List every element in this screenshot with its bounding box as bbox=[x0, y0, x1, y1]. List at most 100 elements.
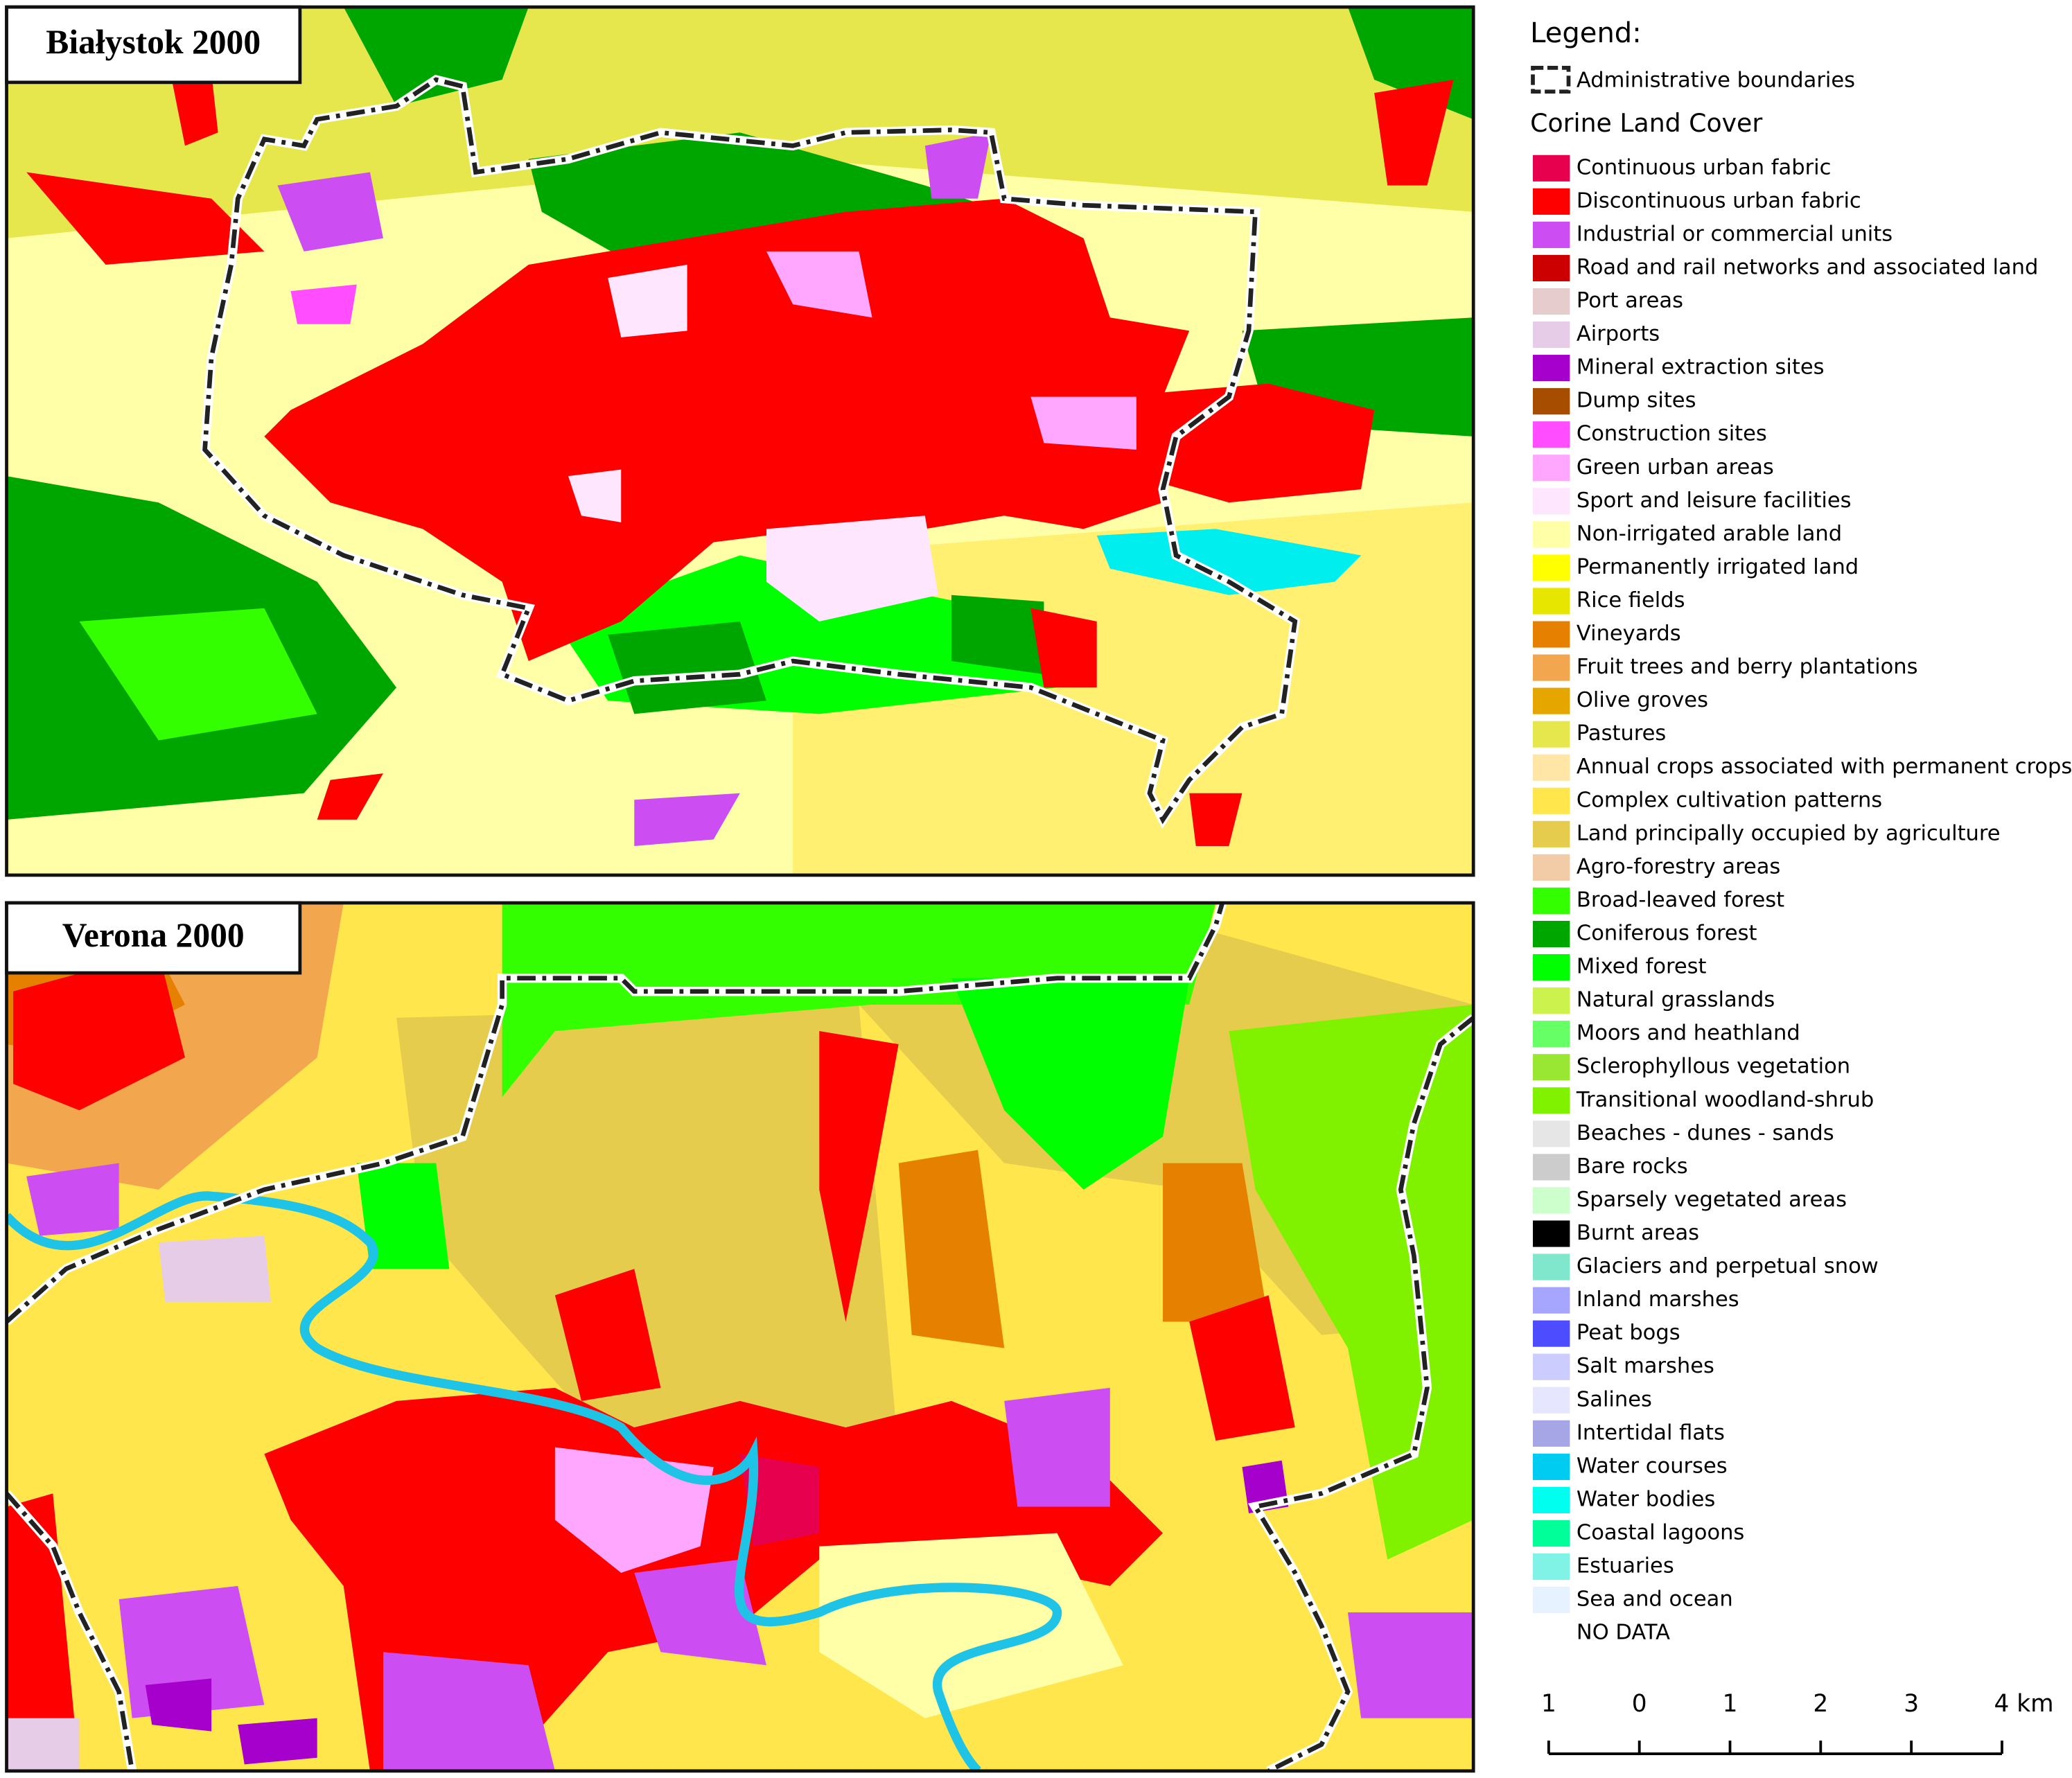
legend-swatch bbox=[1532, 1387, 1570, 1414]
legend-swatch bbox=[1532, 321, 1570, 349]
map-frame bbox=[5, 901, 1475, 1773]
legend-label: Sport and leisure facilities bbox=[1577, 488, 1852, 513]
legend-swatch bbox=[1532, 1154, 1570, 1181]
legend-label: Road and rail networks and associated la… bbox=[1577, 255, 2038, 279]
scale-label: 3 bbox=[1904, 1690, 1919, 1718]
legend-items: Continuous urban fabric Discontinuous urb… bbox=[1532, 155, 2072, 1647]
legend-label: Construction sites bbox=[1577, 422, 1767, 446]
legend-label: Water courses bbox=[1577, 1454, 1728, 1478]
legend-swatch bbox=[1532, 1187, 1570, 1214]
legend-swatch bbox=[1532, 1353, 1570, 1380]
map-bialystok bbox=[6, 7, 1474, 875]
legend-label: Non-irrigated arable land bbox=[1577, 522, 1842, 546]
legend-label: Natural grasslands bbox=[1577, 988, 1775, 1012]
legend-swatch bbox=[1532, 854, 1570, 881]
legend-swatch bbox=[1532, 1553, 1570, 1581]
legend-swatch bbox=[1532, 188, 1570, 215]
legend-label: Water bodies bbox=[1577, 1487, 1715, 1511]
legend-swatch bbox=[1532, 1320, 1570, 1347]
legend-label: Sclerophyllous vegetation bbox=[1577, 1055, 1850, 1079]
legend-swatch bbox=[1532, 554, 1570, 581]
legend-label: Annual crops associated with permanent c… bbox=[1577, 755, 2072, 779]
legend-swatch bbox=[1532, 488, 1570, 515]
legend-label: Port areas bbox=[1577, 289, 1683, 313]
legend-label: Broad-leaved forest bbox=[1577, 888, 1784, 912]
legend-label: Fruit trees and berry plantations bbox=[1577, 655, 1918, 679]
map-title: Białystok 2000 bbox=[46, 23, 261, 61]
scale-label: 1 bbox=[1541, 1690, 1556, 1718]
legend-label: Administrative boundaries bbox=[1577, 68, 1855, 92]
legend-swatch bbox=[1532, 1453, 1570, 1480]
legend-label: Mineral extraction sites bbox=[1577, 355, 1825, 380]
legend-swatch bbox=[1532, 987, 1570, 1014]
legend-label: Vineyards bbox=[1577, 622, 1681, 646]
legend-swatch bbox=[1532, 1253, 1570, 1280]
legend-label: Inland marshes bbox=[1577, 1287, 1739, 1312]
legend-swatch bbox=[1532, 754, 1570, 781]
legend-swatch bbox=[1532, 721, 1570, 748]
legend-label: Mixed forest bbox=[1577, 955, 1707, 979]
legend-label: Coniferous forest bbox=[1577, 922, 1757, 946]
legend-label: Moors and heathland bbox=[1577, 1021, 1800, 1046]
legend-swatch bbox=[1532, 1021, 1570, 1048]
legend-swatch bbox=[1532, 588, 1570, 615]
legend-label: Intertidal flats bbox=[1577, 1420, 1725, 1445]
legend-swatch bbox=[1532, 221, 1570, 248]
legend-label: Olive groves bbox=[1577, 688, 1708, 712]
legend-label: Peat bogs bbox=[1577, 1321, 1680, 1345]
legend-label: Coastal lagoons bbox=[1577, 1520, 1744, 1544]
legend-label: Agro-forestry areas bbox=[1577, 854, 1780, 879]
legend-title: Legend: bbox=[1530, 17, 1642, 49]
legend-label: Pastures bbox=[1577, 721, 1666, 746]
legend-label: Glaciers and perpetual snow bbox=[1577, 1254, 1879, 1278]
legend-swatch bbox=[1532, 1120, 1570, 1147]
title-box bbox=[5, 901, 302, 975]
title-box bbox=[5, 5, 302, 85]
legend-label: Salines bbox=[1577, 1387, 1652, 1411]
map-frame bbox=[5, 5, 1475, 877]
legend-swatch bbox=[1532, 1587, 1570, 1614]
legend-swatch bbox=[1532, 1620, 1570, 1647]
legend-label: Salt marshes bbox=[1577, 1354, 1714, 1378]
legend-label: Beaches - dunes - sands bbox=[1577, 1121, 1834, 1145]
scale-label: 0 bbox=[1632, 1690, 1647, 1718]
legend-label: Industrial or commercial units bbox=[1577, 222, 1893, 246]
scale-label: 1 bbox=[1723, 1690, 1738, 1718]
scale-label: 4 km bbox=[1994, 1690, 2053, 1718]
map-title: Verona 2000 bbox=[62, 916, 245, 954]
legend-label: Estuaries bbox=[1577, 1554, 1674, 1578]
legend-swatch bbox=[1532, 455, 1570, 482]
legend-label: Dump sites bbox=[1577, 389, 1696, 413]
legend-swatch bbox=[1532, 654, 1570, 681]
legend-swatch bbox=[1532, 355, 1570, 382]
legend-label: Bare rocks bbox=[1577, 1154, 1688, 1179]
legend-swatch bbox=[1532, 920, 1570, 948]
legend-label: Green urban areas bbox=[1577, 455, 1774, 479]
legend-swatch bbox=[1532, 687, 1570, 714]
legend-swatch bbox=[1532, 621, 1570, 648]
legend-swatch bbox=[1532, 787, 1570, 814]
legend-swatch bbox=[1532, 1287, 1570, 1314]
legend-swatch bbox=[1532, 887, 1570, 915]
legend-swatch bbox=[1532, 388, 1570, 415]
legend-label: Discontinuous urban fabric bbox=[1577, 188, 1861, 213]
legend-swatch bbox=[1532, 421, 1570, 448]
legend-subtitle: Corine Land Cover bbox=[1530, 108, 1762, 138]
legend-label: Land principally occupied by agriculture bbox=[1577, 821, 2001, 845]
map-verona bbox=[6, 903, 1474, 1771]
legend-swatch bbox=[1532, 954, 1570, 981]
legend-swatch bbox=[1532, 1486, 1570, 1514]
legend-swatch bbox=[1532, 1520, 1570, 1547]
legend-swatch bbox=[1532, 820, 1570, 847]
scale-bar: 1 0 1 2 3 4 km bbox=[1541, 1690, 2054, 1755]
legend-label: NO DATA bbox=[1577, 1621, 1670, 1645]
legend-swatch bbox=[1532, 1054, 1570, 1081]
legend-label: Transitional woodland-shrub bbox=[1576, 1088, 1874, 1112]
legend-label: Sparsely vegetated areas bbox=[1577, 1188, 1847, 1212]
legend-swatch bbox=[1532, 254, 1570, 282]
legend-label: Burnt areas bbox=[1577, 1221, 1699, 1245]
legend-label: Sea and ocean bbox=[1577, 1587, 1733, 1612]
legend-swatch bbox=[1532, 1420, 1570, 1447]
scale-label: 2 bbox=[1813, 1690, 1828, 1718]
